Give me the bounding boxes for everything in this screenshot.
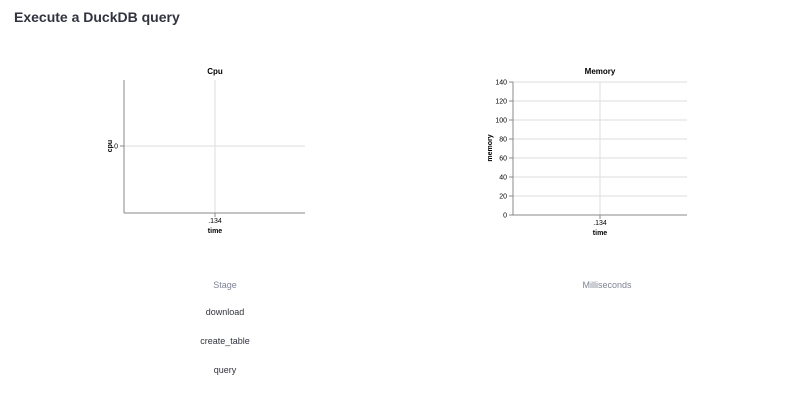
table-cell-stage: query — [213, 365, 237, 375]
page-title: Execute a DuckDB query — [14, 9, 180, 25]
memory-y-tick-label: 80 — [499, 137, 507, 144]
cpu-x-tick-label: .134 — [208, 218, 222, 225]
cpu-y-axis-title: cpu — [107, 140, 114, 152]
cpu-chart-title: Cpu — [207, 67, 223, 76]
memory-y-tick-label: 60 — [499, 156, 507, 163]
memory-x-tick-label: .134 — [593, 220, 607, 227]
table-header-milliseconds: Milliseconds — [582, 280, 632, 290]
memory-y-tick-label: 100 — [495, 118, 507, 125]
memory-y-tick-label: 140 — [495, 80, 507, 87]
memory-y-tick-label: 40 — [499, 175, 507, 182]
memory-x-axis-title: time — [593, 230, 608, 237]
cpu-x-axis-title: time — [208, 228, 223, 235]
cpu-y-tick-label: 0 — [114, 144, 118, 151]
memory-y-axis-title: memory — [487, 134, 494, 161]
cpu-chart: Cpu 0 .134 time cpu — [107, 67, 305, 235]
table-cell-stage: download — [205, 307, 245, 317]
memory-y-ticks: 0 20 40 60 80 100 120 140 — [495, 80, 513, 220]
memory-chart-title: Memory — [585, 67, 616, 76]
memory-y-tick-label: 120 — [495, 99, 507, 106]
table-cell-stage: create_table — [200, 336, 250, 346]
memory-y-tick-label: 20 — [499, 194, 507, 201]
memory-chart: Memory 0 20 40 60 80 100 120 140 .134 time memo… — [487, 67, 687, 237]
table-header-stage: Stage — [213, 280, 237, 290]
memory-y-tick-label: 0 — [503, 213, 507, 220]
